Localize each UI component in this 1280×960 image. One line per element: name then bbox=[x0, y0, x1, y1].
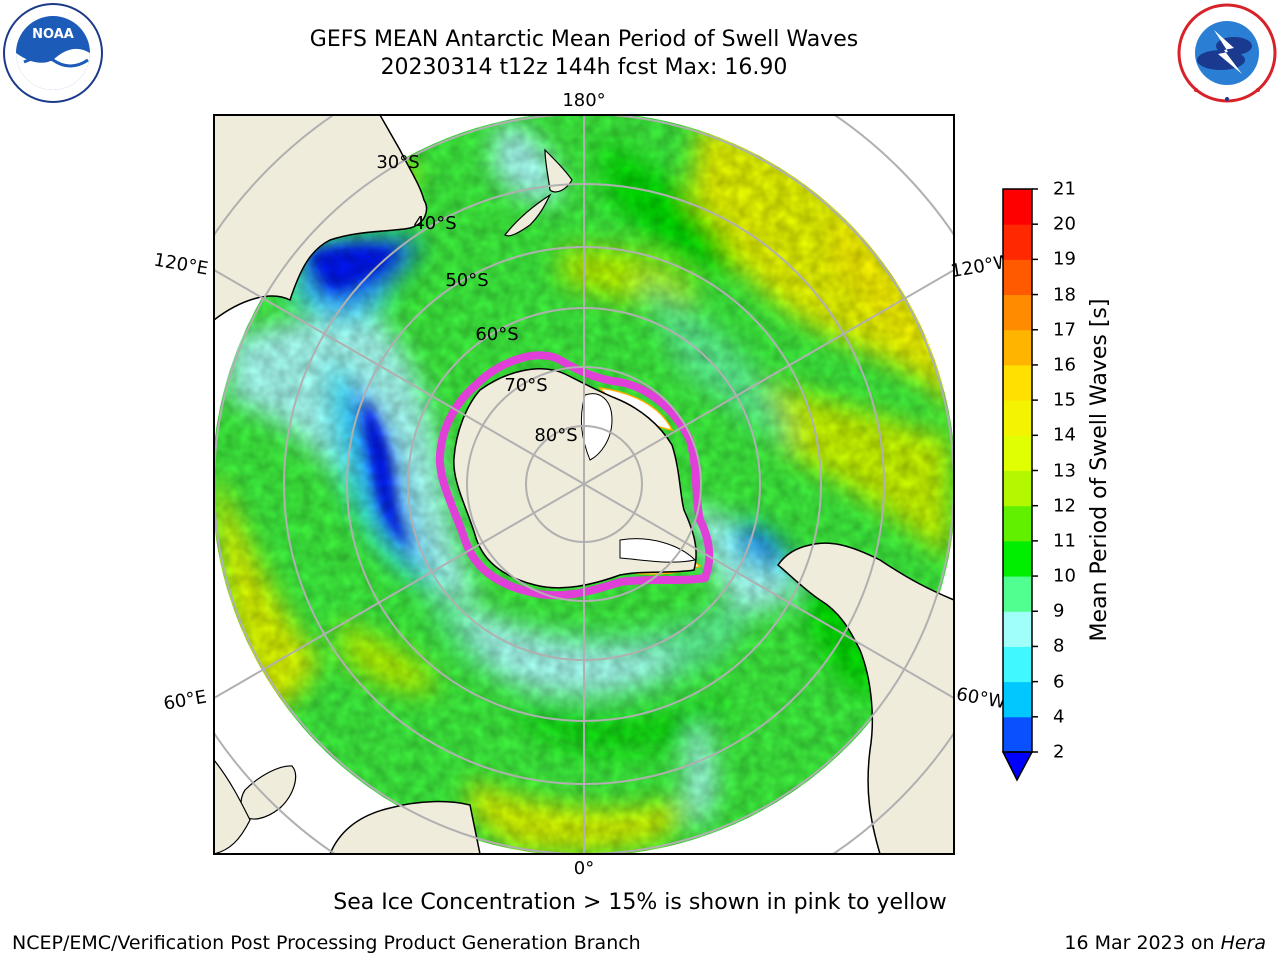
lon-label-60w: 60°W bbox=[955, 684, 1008, 713]
colorbar-tick-label: 21 bbox=[1053, 178, 1076, 200]
colorbar-tick-label: 18 bbox=[1053, 284, 1076, 306]
sea-ice-note: Sea Ice Concentration > 15% is shown in … bbox=[333, 890, 947, 915]
colorbar-segment bbox=[1003, 329, 1032, 366]
colorbar-label: Mean Period of Swell Waves [s] bbox=[1087, 299, 1112, 642]
colorbar-segment bbox=[1003, 294, 1032, 331]
noaa-logo-text: NOAA bbox=[32, 27, 74, 42]
colorbar-extend-arrow bbox=[1001, 751, 1034, 782]
new-zealand-south bbox=[504, 193, 552, 237]
colorbar-segment bbox=[1003, 259, 1032, 296]
lon-label-180: 180° bbox=[562, 90, 605, 111]
colorbar-segment bbox=[1003, 435, 1032, 471]
lat-label-50s: 50°S bbox=[445, 270, 488, 291]
colorbar-segment bbox=[1003, 681, 1032, 718]
colorbar-segment bbox=[1003, 716, 1032, 753]
colorbar-tick-label: 11 bbox=[1053, 530, 1076, 552]
lat-label-80s: 80°S bbox=[534, 425, 577, 446]
colorbar bbox=[1001, 188, 1038, 782]
sea-ice-edge bbox=[435, 351, 714, 600]
credit-text: NCEP/EMC/Verification Post Processing Pr… bbox=[12, 932, 641, 954]
colorbar-tick-label: 8 bbox=[1053, 635, 1065, 657]
south-america bbox=[776, 542, 954, 854]
host-name: Hera bbox=[1220, 932, 1266, 954]
colorbar-segment bbox=[1003, 646, 1032, 683]
lon-label-60e: 60°E bbox=[162, 686, 208, 714]
colorbar-tick-label: 2 bbox=[1053, 741, 1065, 763]
chart-title: GEFS MEAN Antarctic Mean Period of Swell… bbox=[309, 27, 859, 52]
colorbar-tick-label: 6 bbox=[1053, 671, 1065, 693]
africa bbox=[329, 800, 481, 854]
colorbar-tick-label: 17 bbox=[1053, 319, 1076, 341]
colorbar-segment bbox=[1003, 224, 1032, 260]
colorbar-tick-label: 12 bbox=[1053, 495, 1076, 517]
lat-label-40s: 40°S bbox=[413, 213, 456, 234]
date-value: 16 Mar 2023 on bbox=[1064, 932, 1221, 954]
colorbar-segment bbox=[1003, 364, 1032, 401]
colorbar-tick-label: 4 bbox=[1053, 706, 1065, 728]
colorbar-tick-label: 19 bbox=[1053, 248, 1076, 270]
colorbar-segment bbox=[1003, 470, 1032, 507]
colorbar-segment bbox=[1003, 189, 1032, 225]
australia bbox=[214, 115, 428, 321]
graticule bbox=[214, 115, 954, 854]
noaa-logo: NOAA bbox=[3, 3, 103, 103]
lon-label-120e: 120°E bbox=[152, 249, 210, 279]
map-frame bbox=[213, 114, 955, 855]
lat-label-60s: 60°S bbox=[475, 324, 518, 345]
new-zealand-north bbox=[544, 148, 573, 193]
colorbar-tick-label: 14 bbox=[1053, 424, 1076, 446]
lon-label-0: 0° bbox=[574, 858, 594, 879]
colorbar-segment bbox=[1003, 576, 1032, 612]
lat-label-30s: 30°S bbox=[376, 152, 419, 173]
colorbar-segment bbox=[1003, 611, 1032, 647]
colorbar-segment bbox=[1003, 400, 1032, 436]
colorbar-tick-label: 13 bbox=[1053, 460, 1076, 481]
nws-logo bbox=[1177, 3, 1277, 103]
date-text: 16 Mar 2023 on Hera bbox=[1064, 932, 1266, 954]
colorbar-tick-label: 20 bbox=[1053, 213, 1076, 235]
colorbar-tick-label: 16 bbox=[1053, 354, 1076, 376]
colorbar-tick-label: 9 bbox=[1053, 600, 1065, 622]
colorbar-segment bbox=[1003, 540, 1032, 577]
colorbar-tick-label: 15 bbox=[1053, 389, 1076, 411]
lat-label-70s: 70°S bbox=[504, 375, 547, 396]
colorbar-tick-label: 10 bbox=[1053, 565, 1076, 587]
chart-subtitle: 20230314 t12z 144h fcst Max: 16.90 bbox=[380, 55, 788, 80]
colorbar-segment bbox=[1003, 505, 1032, 542]
